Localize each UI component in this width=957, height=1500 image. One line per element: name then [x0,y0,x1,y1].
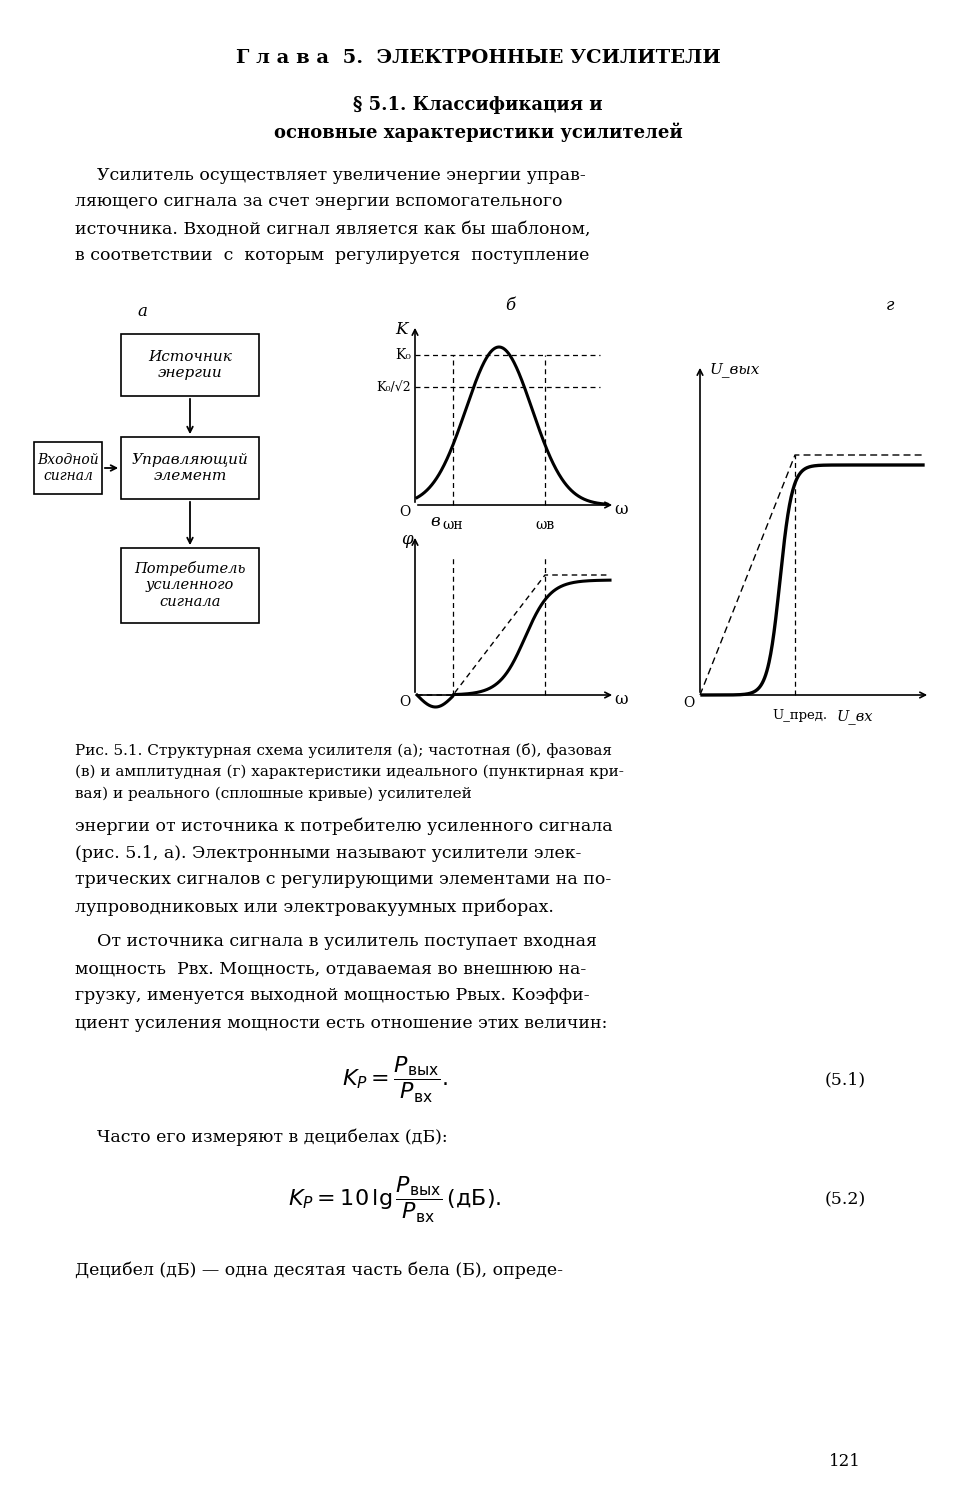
Text: K₀: K₀ [395,348,411,361]
Text: источника. Входной сигнал является как бы шаблоном,: источника. Входной сигнал является как б… [75,220,590,237]
Text: K₀/√2: K₀/√2 [376,381,411,393]
Text: грузку, именуется выходной мощностью Pвых. Коэффи-: грузку, именуется выходной мощностью Pвы… [75,987,590,1005]
Text: Г л а в а  5.  ЭЛЕКТРОННЫЕ УСИЛИТЕЛИ: Г л а в а 5. ЭЛЕКТРОННЫЕ УСИЛИТЕЛИ [235,50,721,68]
Text: (в) и амплитудная (г) характеристики идеального (пунктирная кри-: (в) и амплитудная (г) характеристики иде… [75,765,624,778]
Text: вая) и реального (сплошные кривые) усилителей: вая) и реального (сплошные кривые) усили… [75,788,472,801]
Text: Потребитель
усиленного
сигнала: Потребитель усиленного сигнала [134,561,246,609]
Text: Управляющий
элемент: Управляющий элемент [131,453,249,483]
Text: § 5.1. Классификация и: § 5.1. Классификация и [353,96,603,114]
Text: ω: ω [614,501,628,518]
Text: φ: φ [401,531,412,549]
Text: U_вх: U_вх [836,710,873,724]
Text: O: O [683,696,695,709]
FancyBboxPatch shape [34,442,102,494]
Text: Входной
сигнал: Входной сигнал [37,453,99,483]
Text: (рис. 5.1, а). Электронными называют усилители элек-: (рис. 5.1, а). Электронными называют уси… [75,844,581,861]
Text: ωн: ωн [443,518,463,532]
Text: Рис. 5.1. Структурная схема усилителя (а); частотная (б), фазовая: Рис. 5.1. Структурная схема усилителя (а… [75,742,612,758]
Text: а: а [137,303,147,321]
Text: U_вых: U_вых [710,363,761,378]
Text: ωв: ωв [535,518,555,532]
Text: O: O [399,694,410,709]
Text: (5.2): (5.2) [824,1191,866,1209]
Text: ляющего сигнала за счет энергии вспомогательного: ляющего сигнала за счет энергии вспомога… [75,194,563,210]
Text: O: O [399,506,410,519]
Text: (5.1): (5.1) [824,1071,865,1089]
FancyBboxPatch shape [121,548,259,622]
Text: циент усиления мощности есть отношение этих величин:: циент усиления мощности есть отношение э… [75,1014,608,1032]
Text: ω: ω [614,690,628,708]
FancyBboxPatch shape [121,334,259,396]
Text: $K_P = 10\,\mathrm{lg}\,\dfrac{P_{\rm вых}}{P_{\rm вх}}\,(\mathrm{дБ}).$: $K_P = 10\,\mathrm{lg}\,\dfrac{P_{\rm вы… [288,1174,501,1225]
Text: лупроводниковых или электровакуумных приборах.: лупроводниковых или электровакуумных при… [75,898,554,915]
Text: энергии от источника к потребителю усиленного сигнала: энергии от источника к потребителю усиле… [75,818,612,834]
Text: г: г [886,297,894,314]
Text: в соответствии  с  которым  регулируется  поступление: в соответствии с которым регулируется по… [75,248,590,264]
Text: K: K [395,321,407,339]
Text: в: в [431,513,440,531]
Text: трических сигналов с регулирующими элементами на по-: трических сигналов с регулирующими элеме… [75,871,612,888]
Text: Децибел (дБ) — одна десятая часть бела (Б), опреде-: Децибел (дБ) — одна десятая часть бела (… [75,1262,563,1278]
Text: 121: 121 [829,1454,861,1470]
Text: От источника сигнала в усилитель поступает входная: От источника сигнала в усилитель поступа… [75,933,597,951]
Text: Источник
энергии: Источник энергии [148,350,232,380]
Text: мощность  Pвх. Мощность, отдаваемая во внешнюю на-: мощность Pвх. Мощность, отдаваемая во вн… [75,960,587,978]
Text: основные характеристики усилителей: основные характеристики усилителей [274,123,682,142]
FancyBboxPatch shape [121,436,259,500]
Text: Усилитель осуществляет увеличение энергии управ-: Усилитель осуществляет увеличение энерги… [75,166,586,183]
Text: Часто его измеряют в децибелах (дБ):: Часто его измеряют в децибелах (дБ): [75,1128,448,1146]
Text: U_пред.: U_пред. [772,710,828,722]
Text: б: б [505,297,515,314]
Text: $K_P = \dfrac{P_{\rm вых}}{P_{\rm вх}}.$: $K_P = \dfrac{P_{\rm вых}}{P_{\rm вх}}.$ [342,1054,448,1106]
